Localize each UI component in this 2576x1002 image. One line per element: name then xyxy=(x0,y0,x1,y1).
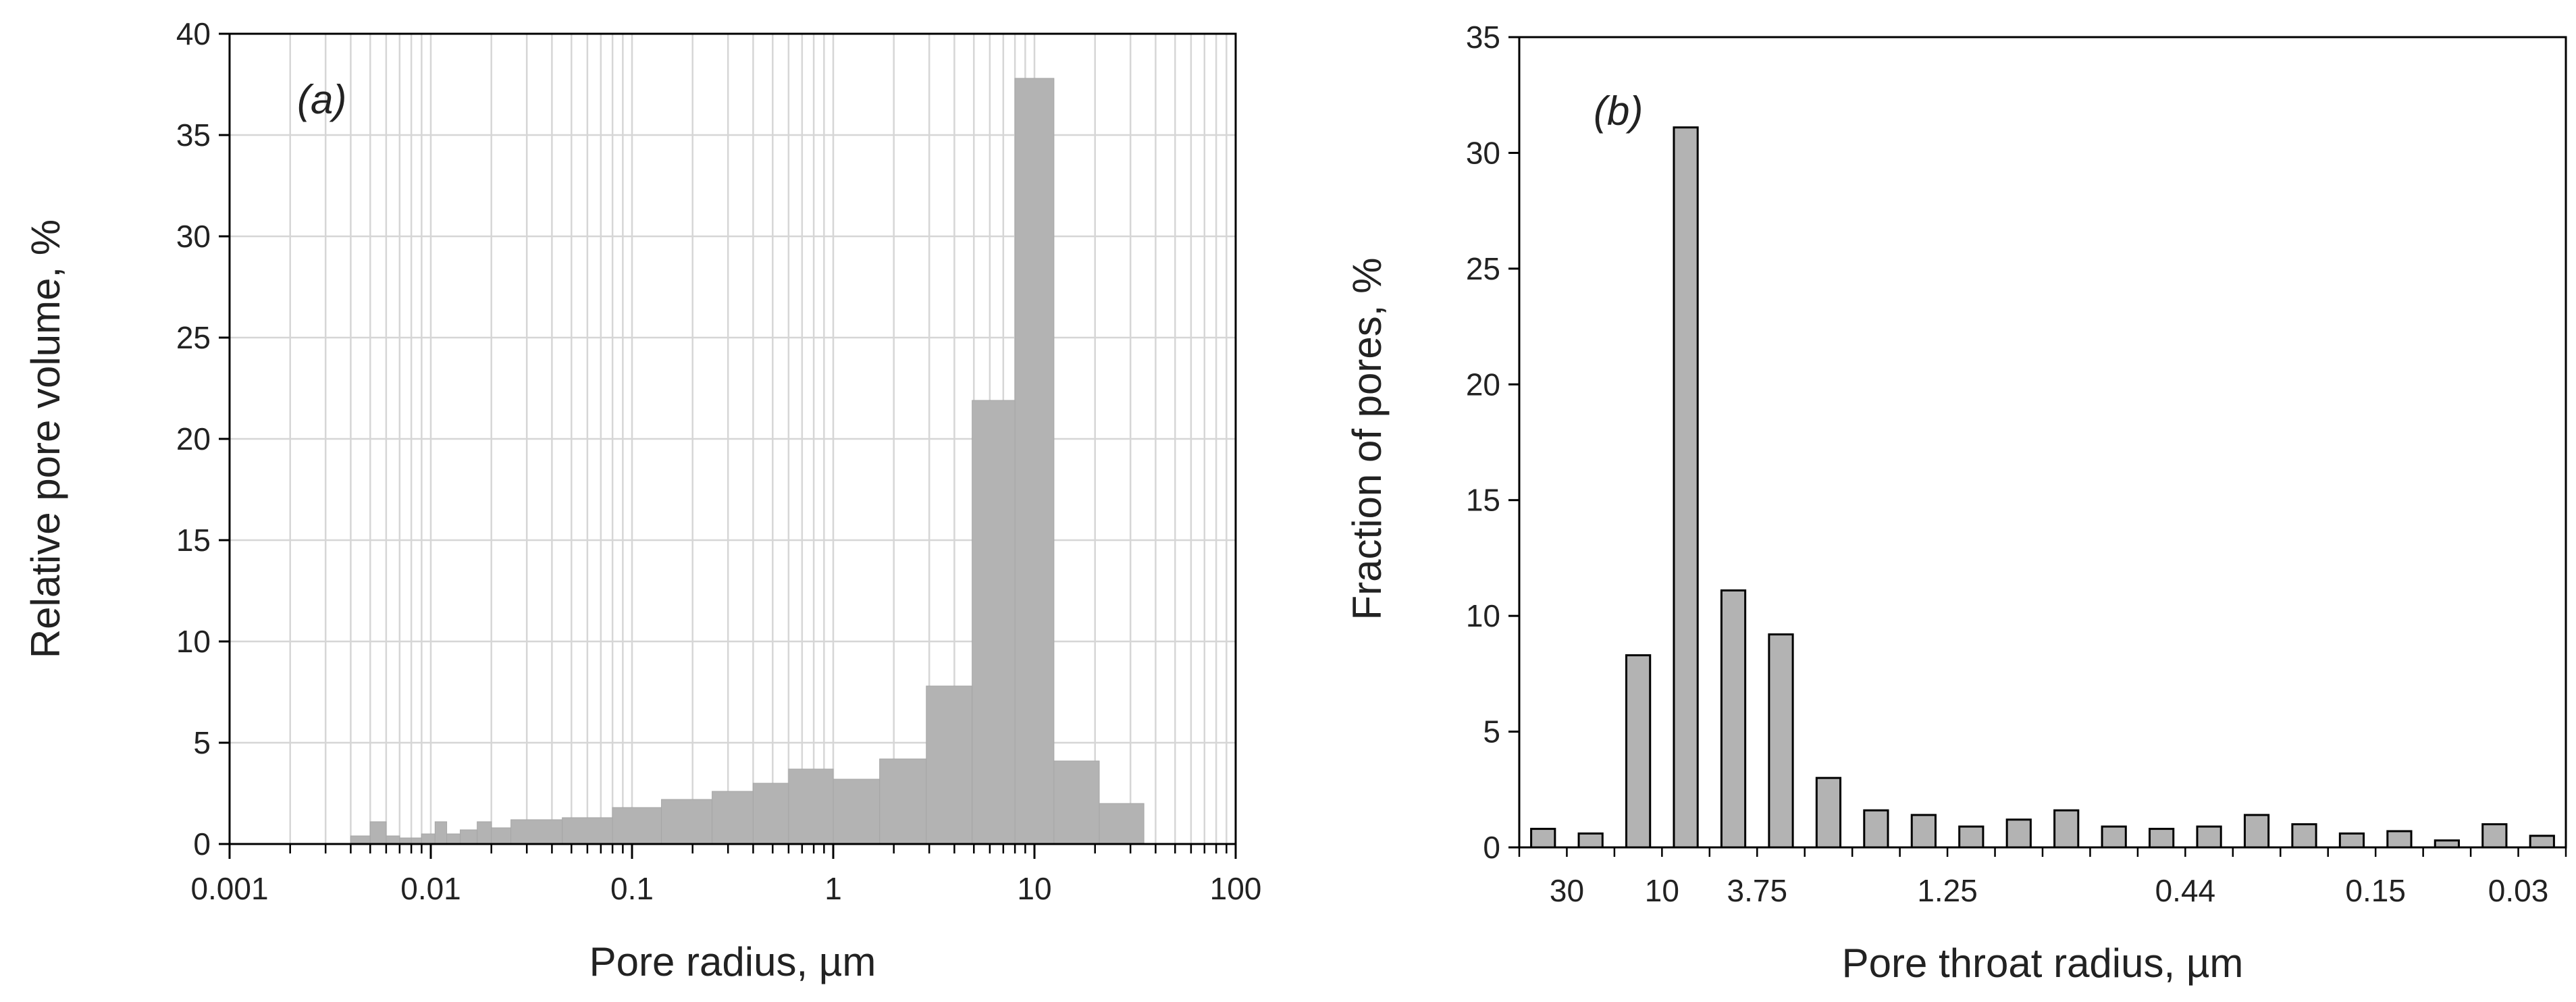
bar xyxy=(1863,809,1889,849)
bar xyxy=(386,835,400,845)
y-tick-label: 25 xyxy=(1466,251,1500,286)
x-tick-label: 10 xyxy=(1017,871,1051,906)
x-tick-label: 1.25 xyxy=(1917,873,1978,908)
x-tick-label: 0.1 xyxy=(610,871,654,906)
bar xyxy=(460,829,478,845)
y-tick-label: 15 xyxy=(176,523,211,558)
bar xyxy=(1720,589,1747,849)
x-tick-label: 0.03 xyxy=(2488,873,2549,908)
chart-b-y-axis-label: Fraction of pores, % xyxy=(1344,258,1390,621)
chart-b-bars xyxy=(1530,126,2555,849)
bar xyxy=(752,783,789,845)
bar xyxy=(2243,814,2270,849)
x-tick-label: 0.01 xyxy=(400,871,461,906)
bar xyxy=(2101,825,2127,849)
bar xyxy=(1768,633,1794,849)
bar xyxy=(788,768,834,845)
chart-a-bars xyxy=(350,78,1145,845)
bar xyxy=(1530,828,1556,849)
bar xyxy=(1053,760,1100,845)
bar xyxy=(2291,823,2317,849)
y-tick-label: 5 xyxy=(1483,714,1500,749)
x-tick-label: 1 xyxy=(824,871,842,906)
x-tick-label: 0.44 xyxy=(2155,873,2216,908)
x-tick-label: 0.15 xyxy=(2345,873,2406,908)
bar xyxy=(1625,654,1652,849)
bar xyxy=(661,799,713,845)
y-tick-label: 30 xyxy=(176,219,211,254)
y-tick-label: 0 xyxy=(193,826,211,862)
y-tick-label: 20 xyxy=(1466,367,1500,402)
bar xyxy=(491,827,512,845)
bar xyxy=(1815,776,1842,849)
y-tick-label: 35 xyxy=(1466,20,1500,55)
y-tick-label: 30 xyxy=(1466,135,1500,170)
chart-a-grid xyxy=(230,34,1236,844)
bar xyxy=(2338,832,2365,849)
bar xyxy=(1014,78,1055,845)
bar xyxy=(2196,825,2222,849)
chart-a-x-axis-label: Pore radius, µm xyxy=(589,939,876,984)
x-tick-label: 100 xyxy=(1210,871,1262,906)
bar xyxy=(369,821,387,845)
bar xyxy=(562,817,613,845)
bar xyxy=(1958,825,1984,849)
bar xyxy=(2005,818,2032,849)
bar xyxy=(2149,828,2175,849)
bar xyxy=(612,807,662,845)
y-tick-label: 40 xyxy=(176,16,211,51)
y-tick-label: 25 xyxy=(176,320,211,355)
bar xyxy=(926,685,973,845)
y-tick-label: 20 xyxy=(176,421,211,456)
bar xyxy=(2481,823,2508,849)
bar xyxy=(2053,809,2080,849)
bar xyxy=(1673,126,1699,849)
bar xyxy=(477,821,492,845)
y-tick-label: 10 xyxy=(1466,598,1500,633)
x-tick-label: 30 xyxy=(1550,873,1584,908)
bar xyxy=(1099,803,1145,845)
x-tick-label: 10 xyxy=(1645,873,1679,908)
chart-a-y-axis-label: Relative pore volume, % xyxy=(23,219,68,658)
bar xyxy=(1910,814,1937,849)
chart-b-x-axis-label: Pore throat radius, µm xyxy=(1842,941,2244,986)
bar xyxy=(510,819,563,845)
y-tick-label: 35 xyxy=(176,117,211,153)
bar xyxy=(1577,832,1604,849)
bar xyxy=(972,400,1016,845)
chart-a-ticks: 0 5 10 15 20 25 30 35 40 0.001 0.01 0.1 1 10 100 xyxy=(176,16,1262,906)
bar xyxy=(2434,839,2460,849)
bar xyxy=(2386,830,2413,849)
bar xyxy=(712,791,754,845)
x-tick-label: 3.75 xyxy=(1727,873,1788,908)
x-tick-label: 0.001 xyxy=(190,871,268,906)
chart-a-panel-label: (a) xyxy=(297,77,346,122)
chart-a: 0 5 10 15 20 25 30 35 40 0.001 0.01 0.1 1 10 100 (a) P… xyxy=(23,16,1261,984)
y-tick-label: 0 xyxy=(1483,830,1500,865)
y-tick-label: 15 xyxy=(1466,483,1500,518)
bar xyxy=(434,821,448,845)
bar xyxy=(350,835,371,845)
chart-b-ticks: 0 5 10 15 20 25 30 35 30 10 3.75 1.25 0.44 0.15 0.03 xyxy=(1466,20,2567,908)
bar xyxy=(833,779,880,845)
bar xyxy=(879,758,927,845)
y-tick-label: 5 xyxy=(193,725,211,760)
bar xyxy=(446,833,461,845)
bar xyxy=(421,833,436,845)
chart-b-panel-label: (b) xyxy=(1594,88,1643,134)
bar xyxy=(2529,835,2555,849)
chart-b: 0 5 10 15 20 25 30 35 30 10 3.75 1.25 0.44 0.15 0.03 (… xyxy=(1344,20,2567,986)
y-tick-label: 10 xyxy=(176,624,211,659)
